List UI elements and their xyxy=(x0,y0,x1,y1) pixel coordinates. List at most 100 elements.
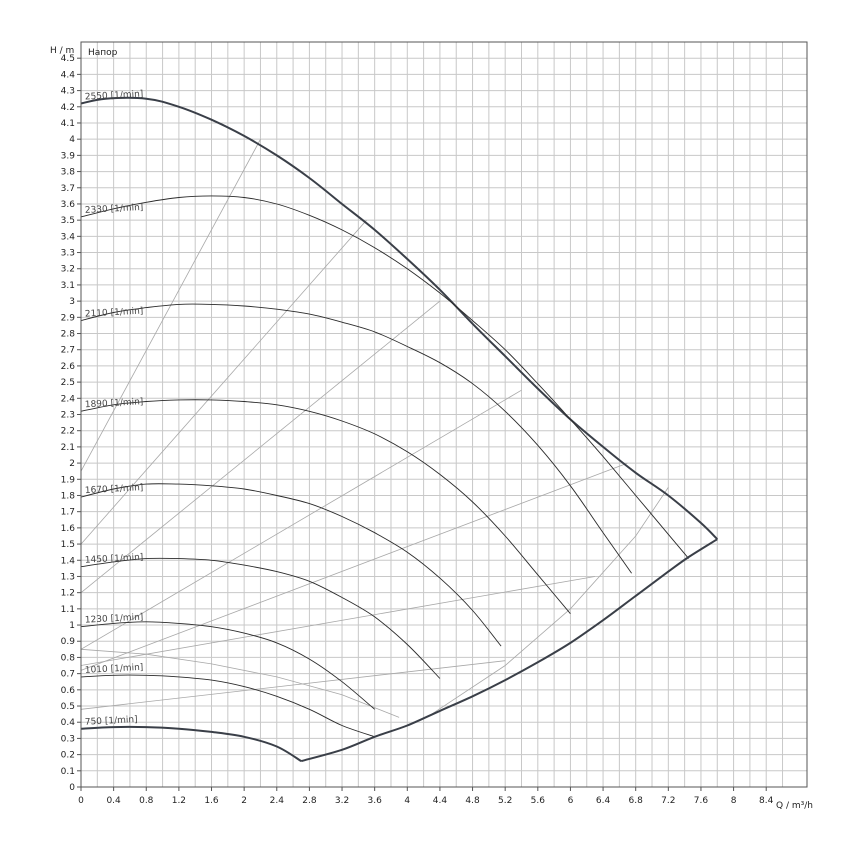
y-tick-label: 0.3 xyxy=(61,734,75,744)
system-curve xyxy=(431,487,669,715)
system-curve xyxy=(80,219,367,545)
system-curve xyxy=(80,648,400,718)
system-curve xyxy=(80,300,441,594)
x-tick-label: 7.2 xyxy=(661,796,675,806)
x-tick-label: 4.8 xyxy=(465,796,480,806)
x-tick-label: 8.4 xyxy=(759,796,774,806)
y-tick-label: 1.8 xyxy=(61,491,76,501)
y-tick-label: 4.3 xyxy=(61,87,75,97)
pump-curves xyxy=(80,96,719,763)
y-tick-label: 0.1 xyxy=(61,767,75,777)
x-tick-label: 6.4 xyxy=(596,796,611,806)
y-tick-label: 3.1 xyxy=(61,281,75,291)
system-curve xyxy=(80,389,522,650)
y-tick-label: 2.3 xyxy=(61,411,75,421)
y-tick-label: 1.6 xyxy=(61,524,76,534)
x-tick-label: 2.8 xyxy=(302,796,317,806)
speed-curve-label: 1890 [1/min] xyxy=(85,397,144,410)
min-speed-envelope-line xyxy=(300,538,718,763)
y-tick-label: 0.5 xyxy=(61,702,75,712)
y-tick-label: 3.4 xyxy=(61,232,76,242)
x-axis-title: Q / m³/h xyxy=(776,801,813,811)
y-tick-label: 0.9 xyxy=(61,637,76,647)
y-tick-label: 1.5 xyxy=(61,540,75,550)
y-tick-label: 2.8 xyxy=(61,330,76,340)
y-tick-label: 1.2 xyxy=(61,589,75,599)
x-tick-label: 5.6 xyxy=(531,796,546,806)
speed-curve-line xyxy=(80,195,690,559)
x-tick-label: 1.2 xyxy=(172,796,186,806)
y-tick-label: 0.6 xyxy=(61,686,76,696)
y-tick-label: 3.5 xyxy=(61,216,75,226)
chart-title: Напор xyxy=(88,48,118,58)
y-tick-label: 4.4 xyxy=(61,70,76,80)
speed-curve-line xyxy=(80,674,375,738)
y-tick-label: 1.1 xyxy=(61,605,75,615)
x-tick-label: 7.6 xyxy=(694,796,709,806)
system-curve xyxy=(80,660,506,710)
x-tick-label: 2 xyxy=(241,796,247,806)
speed-curve-line xyxy=(80,557,441,679)
curve-labels: 2550 [1/min] 2330 [1/min] 2110 [1/min] 1890… xyxy=(85,89,144,727)
speed-curve-label: 1450 [1/min] xyxy=(85,553,144,566)
y-tick-label: 0.8 xyxy=(61,653,76,663)
y-tick-label: 2.2 xyxy=(61,427,75,437)
speed-curve-label: 1010 [1/min] xyxy=(85,663,144,676)
speed-curve-label: 1230 [1/min] xyxy=(85,613,144,626)
x-tick-label: 2.4 xyxy=(270,796,285,806)
y-tick-label: 1.9 xyxy=(61,475,76,485)
y-tick-label: 3.3 xyxy=(61,249,75,259)
x-tick-label: 4.4 xyxy=(433,796,448,806)
y-tick-label: 0.4 xyxy=(61,718,76,728)
speed-curve-line xyxy=(80,483,502,647)
y-tick-label: 4 xyxy=(69,135,75,145)
y-tick-label: 3.6 xyxy=(61,200,76,210)
grid xyxy=(80,42,807,788)
y-tick-label: 1.7 xyxy=(61,508,75,518)
y-tick-label: 1 xyxy=(69,621,75,631)
y-tick-label: 2.6 xyxy=(61,362,76,372)
y-tick-label: 1.3 xyxy=(61,572,75,582)
y-tick-label: 0.7 xyxy=(61,670,75,680)
y-tick-label: 3.9 xyxy=(61,151,76,161)
x-tick-label: 8 xyxy=(731,796,737,806)
y-tick-label: 4.1 xyxy=(61,119,75,129)
y-tick-label: 3.8 xyxy=(61,168,76,178)
x-tick-label: 1.6 xyxy=(204,796,219,806)
y-axis-ticks: 0 0.1 0.2 0.3 0.4 0.5 0.6 0.7 0.8 0.9 1 1.1 1.2 1.3 1.… xyxy=(61,54,81,793)
x-tick-label: 3.2 xyxy=(335,796,349,806)
y-tick-label: 0.2 xyxy=(61,751,75,761)
x-tick-label: 5.2 xyxy=(498,796,512,806)
y-axis-title: H / m xyxy=(50,46,74,56)
y-tick-label: 0 xyxy=(69,783,75,793)
speed-curve-label: 750 [1/min] xyxy=(85,715,138,728)
y-tick-label: 3.2 xyxy=(61,265,75,275)
speed-curve-line xyxy=(80,303,632,574)
y-tick-label: 2 xyxy=(69,459,75,469)
x-tick-label: 0 xyxy=(78,796,84,806)
speed-curve-label: 2110 [1/min] xyxy=(85,307,144,320)
y-tick-label: 4.5 xyxy=(61,54,75,64)
y-tick-label: 1.4 xyxy=(61,556,76,566)
y-tick-label: 2.4 xyxy=(61,394,76,404)
y-tick-label: 2.7 xyxy=(61,346,75,356)
y-tick-label: 3.7 xyxy=(61,184,75,194)
speed-curve-line xyxy=(80,96,719,540)
x-tick-label: 6.8 xyxy=(629,796,644,806)
y-tick-label: 2.9 xyxy=(61,313,76,323)
x-tick-label: 4 xyxy=(404,796,410,806)
x-tick-label: 3.6 xyxy=(367,796,382,806)
y-tick-label: 3 xyxy=(69,297,75,307)
speed-curve-label: 1670 [1/min] xyxy=(85,483,144,496)
x-tick-label: 0.8 xyxy=(139,796,154,806)
speed-curve-label: 2330 [1/min] xyxy=(85,203,144,216)
y-tick-label: 2.1 xyxy=(61,443,75,453)
x-tick-label: 6 xyxy=(568,796,574,806)
speed-curve-line xyxy=(80,399,571,614)
y-tick-label: 4.2 xyxy=(61,103,75,113)
speed-curve-line xyxy=(80,621,375,710)
system-curve xyxy=(80,576,595,666)
x-tick-label: 0.4 xyxy=(106,796,121,806)
y-tick-label: 2.5 xyxy=(61,378,75,388)
